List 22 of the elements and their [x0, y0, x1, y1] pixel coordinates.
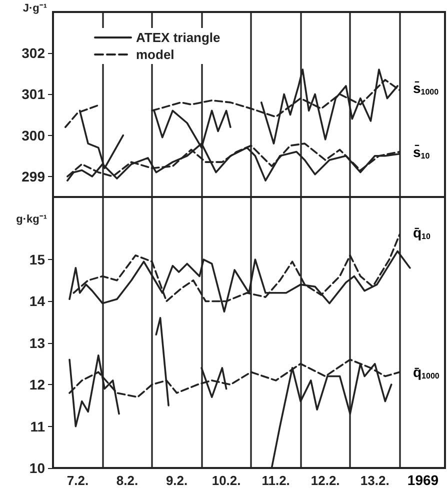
y-tick-label: 12: [29, 376, 46, 393]
legend-label: ATEX triangle: [136, 30, 220, 45]
y-axis-title: g·kg⁻¹: [16, 214, 48, 226]
x-tick-label: 11.2.: [262, 473, 290, 488]
x-tick-label: 7.2.: [66, 473, 89, 488]
x-tick-label: 13.2.: [360, 473, 390, 488]
x-tick-label: 10.2.: [212, 473, 241, 488]
y-tick-label: 15: [29, 252, 46, 268]
y-axis-title: J·g⁻¹: [22, 2, 48, 14]
legend-label: model: [136, 47, 174, 62]
y-tick-label: 13: [29, 334, 46, 351]
y-tick-label: 302: [22, 45, 46, 62]
y-tick-label: 10: [29, 460, 46, 476]
y-tick-label: 301: [22, 86, 46, 102]
x-tick-label: 8.2.: [116, 473, 138, 488]
text: 1969: [407, 472, 439, 488]
x-tick-label: 9.2.: [166, 473, 188, 488]
y-tick-label: 299: [22, 168, 46, 184]
y-tick-label: 300: [22, 127, 46, 144]
y-tick-label: 14: [29, 293, 46, 310]
y-tick-label: 11: [30, 418, 46, 434]
x-tick-label: 12.2.: [310, 473, 340, 488]
